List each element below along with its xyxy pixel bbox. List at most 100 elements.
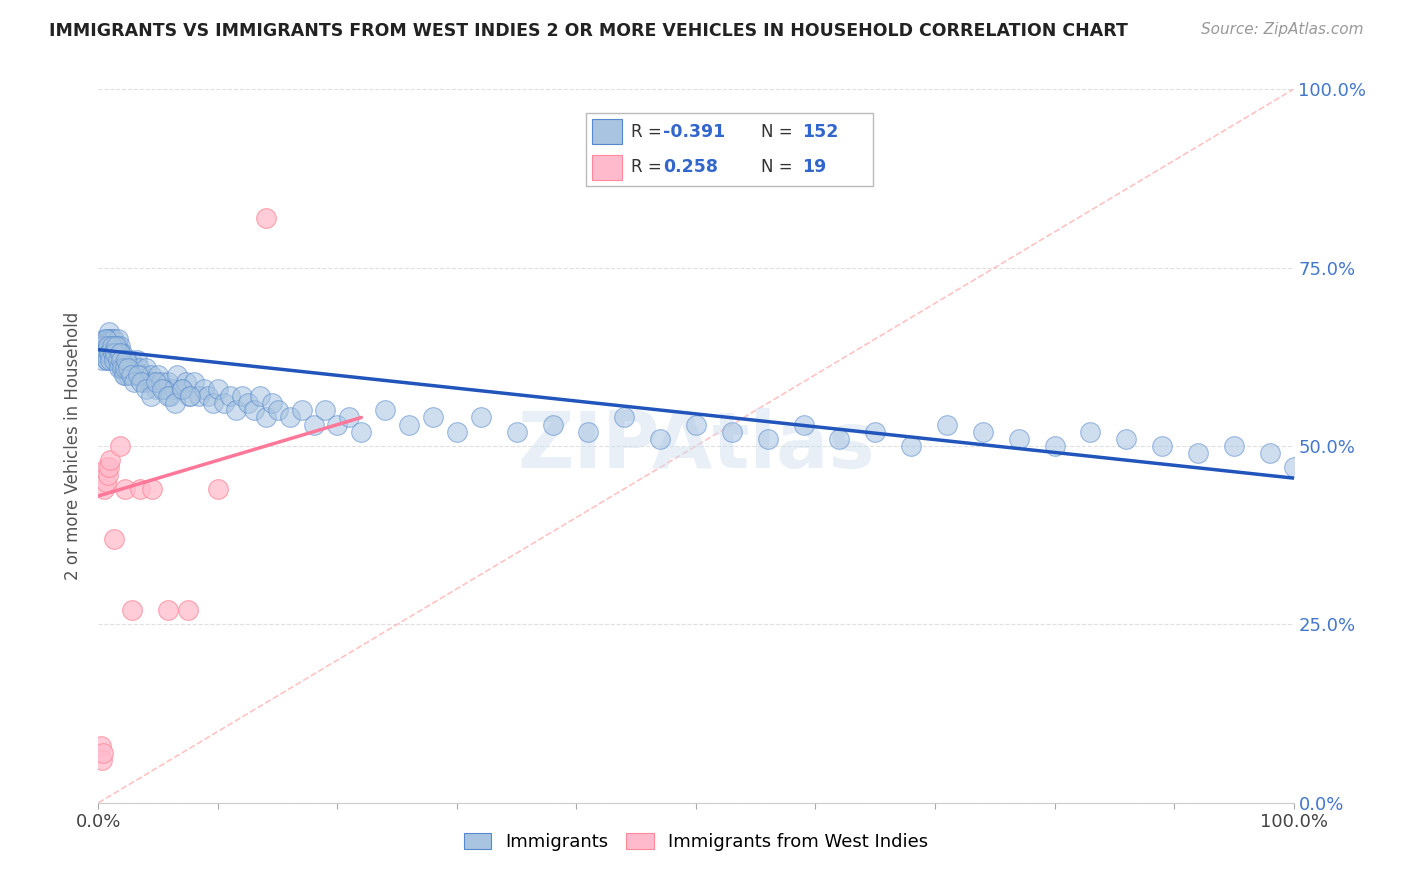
Point xyxy=(828,432,851,446)
Point xyxy=(108,346,131,360)
Point xyxy=(98,325,121,339)
Point xyxy=(129,482,152,496)
Point xyxy=(936,417,959,432)
Point xyxy=(108,346,131,360)
Point xyxy=(267,403,290,417)
Point xyxy=(98,346,121,360)
Point xyxy=(129,368,152,382)
Point xyxy=(166,368,188,382)
Point xyxy=(187,389,209,403)
Point xyxy=(97,339,120,353)
Text: N =: N = xyxy=(761,123,797,141)
Point xyxy=(179,389,201,403)
Point xyxy=(254,211,277,225)
Point xyxy=(103,332,125,346)
Point xyxy=(91,746,114,760)
Point xyxy=(145,382,167,396)
Point xyxy=(97,332,120,346)
Text: N =: N = xyxy=(761,158,797,176)
Point xyxy=(96,460,118,475)
Point xyxy=(1258,446,1281,460)
Point xyxy=(179,389,201,403)
Point xyxy=(721,425,744,439)
Point xyxy=(506,425,529,439)
Point xyxy=(254,410,277,425)
Point xyxy=(326,417,349,432)
Point xyxy=(148,368,170,382)
Point xyxy=(446,425,468,439)
Text: -0.391: -0.391 xyxy=(664,123,725,141)
Point xyxy=(111,346,134,360)
Point xyxy=(315,403,337,417)
Point xyxy=(107,360,129,375)
Point xyxy=(94,339,117,353)
Point xyxy=(97,339,120,353)
Point xyxy=(114,360,136,375)
Point xyxy=(139,389,162,403)
Point xyxy=(183,375,205,389)
Point xyxy=(159,389,181,403)
Point xyxy=(93,346,115,360)
Point xyxy=(110,353,132,368)
Point xyxy=(302,417,325,432)
Point xyxy=(111,360,134,375)
Point xyxy=(613,410,636,425)
Point xyxy=(94,332,117,346)
Point xyxy=(101,353,124,368)
Point xyxy=(93,339,115,353)
Text: Source: ZipAtlas.com: Source: ZipAtlas.com xyxy=(1201,22,1364,37)
Point xyxy=(150,382,173,396)
Point xyxy=(128,360,150,375)
Text: 19: 19 xyxy=(801,158,827,176)
Point xyxy=(104,346,127,360)
Point xyxy=(156,375,179,389)
Point xyxy=(212,396,235,410)
Point xyxy=(100,339,122,353)
Point xyxy=(685,417,707,432)
Point xyxy=(1115,432,1137,446)
Point xyxy=(105,339,128,353)
Text: ZIPAtlas: ZIPAtlas xyxy=(517,408,875,484)
Point xyxy=(124,375,146,389)
Point xyxy=(339,410,361,425)
Point xyxy=(350,425,373,439)
Point xyxy=(236,396,259,410)
Point xyxy=(91,339,114,353)
Point xyxy=(98,332,122,346)
Point xyxy=(94,346,117,360)
Point xyxy=(98,346,122,360)
Point xyxy=(149,375,172,389)
Point xyxy=(98,339,122,353)
Point xyxy=(103,346,125,360)
Text: 0.258: 0.258 xyxy=(664,158,718,176)
Point xyxy=(291,403,314,417)
Point xyxy=(648,432,672,446)
Point xyxy=(93,482,115,496)
Point xyxy=(172,382,194,396)
FancyBboxPatch shape xyxy=(586,113,873,186)
Point xyxy=(139,368,162,382)
Point xyxy=(104,346,127,360)
Point xyxy=(207,482,229,496)
Point xyxy=(142,375,165,389)
Point xyxy=(101,346,124,360)
Point xyxy=(93,332,115,346)
Point xyxy=(112,360,135,375)
Point xyxy=(91,346,114,360)
Y-axis label: 2 or more Vehicles in Household: 2 or more Vehicles in Household xyxy=(65,312,83,580)
Point xyxy=(98,339,121,353)
Point xyxy=(108,339,131,353)
Point xyxy=(117,368,139,382)
Point xyxy=(91,353,114,368)
Point xyxy=(114,482,136,496)
Point xyxy=(105,346,128,360)
Point xyxy=(98,460,121,475)
Point xyxy=(135,360,157,375)
Point xyxy=(114,368,136,382)
Text: 152: 152 xyxy=(801,123,838,141)
Text: R =: R = xyxy=(631,123,666,141)
Point xyxy=(141,482,163,496)
Point xyxy=(793,417,815,432)
Point xyxy=(470,410,492,425)
Text: IMMIGRANTS VS IMMIGRANTS FROM WEST INDIES 2 OR MORE VEHICLES IN HOUSEHOLD CORREL: IMMIGRANTS VS IMMIGRANTS FROM WEST INDIE… xyxy=(49,22,1128,40)
